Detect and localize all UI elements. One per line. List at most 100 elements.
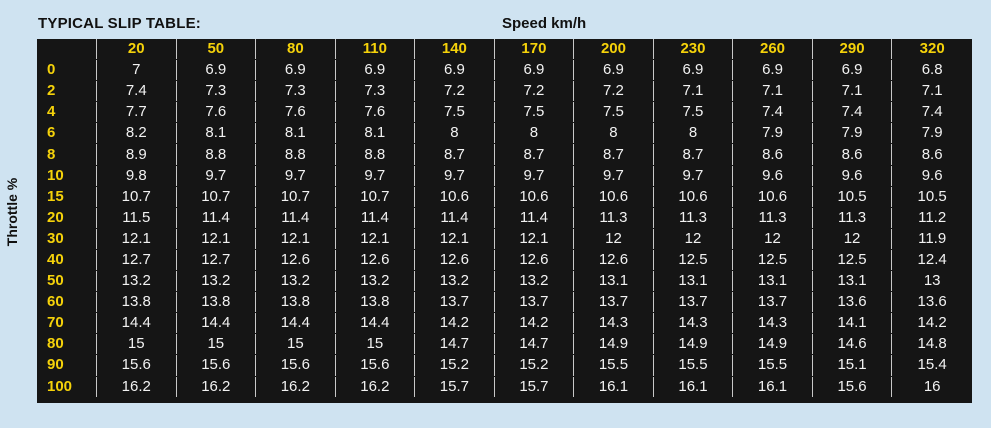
slip-value-cell: 7.6 [176, 102, 257, 123]
slip-value-cell: 8 [653, 123, 734, 144]
slip-value-cell: 10.5 [812, 186, 893, 207]
speed-header-row: 20 50 80 110 140 170 200 230 260 290 320 [37, 39, 972, 60]
slip-value-cell: 8.8 [256, 144, 336, 165]
throttle-row-header: 80 [37, 334, 97, 355]
slip-value-cell: 13.7 [733, 292, 813, 313]
throttle-row-header: 90 [37, 355, 97, 376]
slip-value-cell: 13.8 [256, 292, 336, 313]
throttle-row-header: 10 [37, 165, 97, 186]
slip-value-cell: 13.1 [733, 271, 813, 292]
table-title: TYPICAL SLIP TABLE: [38, 15, 201, 32]
table-row: 90 15.6 15.6 15.6 15.6 15.2 15.2 15.5 15.5 15.5 15… [37, 355, 972, 376]
slip-value-cell: 14.2 [415, 313, 495, 334]
slip-value-cell: 7.6 [256, 102, 336, 123]
throttle-row-header: 15 [37, 186, 97, 207]
slip-value-cell: 12.6 [256, 249, 336, 271]
slip-value-cell: 15.6 [256, 355, 336, 376]
slip-value-cell: 12.1 [256, 228, 336, 249]
slip-value-cell: 11.4 [494, 207, 575, 228]
slip-value-cell: 12 [733, 228, 813, 249]
slip-value-cell: 15 [176, 334, 257, 355]
slip-value-cell: 13.8 [97, 292, 177, 313]
table-row: 100 16.2 16.2 16.2 16.2 15.7 15.7 16.1 16.1 16.1 1… [37, 376, 972, 397]
slip-value-cell: 11.3 [812, 207, 893, 228]
slip-value-cell: 16.1 [653, 376, 734, 397]
slip-value-cell: 6.9 [176, 60, 257, 81]
slip-value-cell: 6.9 [494, 60, 575, 81]
slip-value-cell: 16 [892, 376, 972, 397]
slip-value-cell: 13.6 [812, 292, 893, 313]
speed-header-cell: 140 [415, 39, 495, 60]
slip-value-cell: 13.7 [494, 292, 575, 313]
slip-value-cell: 9.6 [892, 165, 972, 186]
slip-value-cell: 8.1 [335, 123, 416, 144]
slip-value-cell: 8.6 [733, 144, 813, 165]
slip-value-cell: 9.7 [494, 165, 575, 186]
slip-value-cell: 10.7 [97, 186, 177, 207]
slip-value-cell: 15.6 [176, 355, 257, 376]
slip-value-cell: 11.5 [97, 207, 177, 228]
slip-value-cell: 7.1 [733, 81, 813, 102]
table-row: 4 7.7 7.6 7.6 7.6 7.5 7.5 7.5 7.5 7.4 7.4 7.4 [37, 102, 972, 123]
slip-value-cell: 16.2 [176, 376, 257, 397]
slip-value-cell: 9.6 [812, 165, 893, 186]
slip-value-cell: 7.1 [892, 81, 972, 102]
speed-header-cell: 260 [733, 39, 813, 60]
throttle-row-header: 50 [37, 271, 97, 292]
slip-value-cell: 12.5 [733, 249, 813, 271]
slip-value-cell: 12 [812, 228, 893, 249]
slip-value-cell: 16.2 [335, 376, 416, 397]
speed-header-cell: 110 [335, 39, 416, 60]
slip-value-cell: 15 [256, 334, 336, 355]
slip-value-cell: 10.6 [653, 186, 734, 207]
slip-value-cell: 6.9 [335, 60, 416, 81]
slip-value-cell: 11.3 [653, 207, 734, 228]
slip-value-cell: 14.6 [812, 334, 893, 355]
slip-value-cell: 7.5 [653, 102, 734, 123]
throttle-axis-label: Throttle % [4, 177, 20, 247]
slip-value-cell: 8.7 [415, 144, 495, 165]
slip-value-cell: 15.6 [335, 355, 416, 376]
slip-table: 20 50 80 110 140 170 200 230 260 290 320 0 7 6.9 6.9 6… [37, 39, 972, 403]
table-row: 20 11.5 11.4 11.4 11.4 11.4 11.4 11.3 11.3 11.3 11… [37, 207, 972, 228]
slip-value-cell: 8.6 [892, 144, 972, 165]
slip-value-cell: 13.7 [574, 292, 654, 313]
throttle-row-header: 40 [37, 249, 97, 271]
slip-value-cell: 15.5 [733, 355, 813, 376]
slip-value-cell: 8.1 [176, 123, 257, 144]
slip-value-cell: 12.7 [97, 249, 177, 271]
throttle-row-header: 8 [37, 144, 97, 165]
slip-value-cell: 14.7 [494, 334, 575, 355]
slip-value-cell: 10.7 [335, 186, 416, 207]
slip-value-cell: 6.9 [574, 60, 654, 81]
slip-value-cell: 12.6 [335, 249, 416, 271]
slip-value-cell: 15.6 [812, 376, 893, 397]
slip-value-cell: 13.2 [415, 271, 495, 292]
slip-value-cell: 6.9 [653, 60, 734, 81]
slip-value-cell: 11.2 [892, 207, 972, 228]
slip-value-cell: 15.4 [892, 355, 972, 376]
slip-value-cell: 12.6 [574, 249, 654, 271]
slip-value-cell: 7.2 [574, 81, 654, 102]
slip-value-cell: 11.4 [415, 207, 495, 228]
slip-value-cell: 12.1 [176, 228, 257, 249]
speed-axis-label: Speed km/h [502, 15, 587, 32]
slip-value-cell: 12.6 [415, 249, 495, 271]
slip-value-cell: 12.5 [653, 249, 734, 271]
slip-value-cell: 14.4 [335, 313, 416, 334]
slip-value-cell: 8.6 [812, 144, 893, 165]
slip-value-cell: 12.6 [494, 249, 575, 271]
table-row: 30 12.1 12.1 12.1 12.1 12.1 12.1 12 12 12 12 11.9 [37, 228, 972, 249]
slip-value-cell: 15.7 [494, 376, 575, 397]
throttle-row-header: 2 [37, 81, 97, 102]
slip-value-cell: 10.6 [415, 186, 495, 207]
slip-value-cell: 7.2 [415, 81, 495, 102]
slip-value-cell: 8.2 [97, 123, 177, 144]
slip-value-cell: 7.4 [733, 102, 813, 123]
slip-value-cell: 6.9 [256, 60, 336, 81]
slip-value-cell: 8.8 [176, 144, 257, 165]
slip-value-cell: 14.2 [892, 313, 972, 334]
slip-value-cell: 7.5 [574, 102, 654, 123]
slip-value-cell: 9.7 [176, 165, 257, 186]
slip-value-cell: 12 [653, 228, 734, 249]
